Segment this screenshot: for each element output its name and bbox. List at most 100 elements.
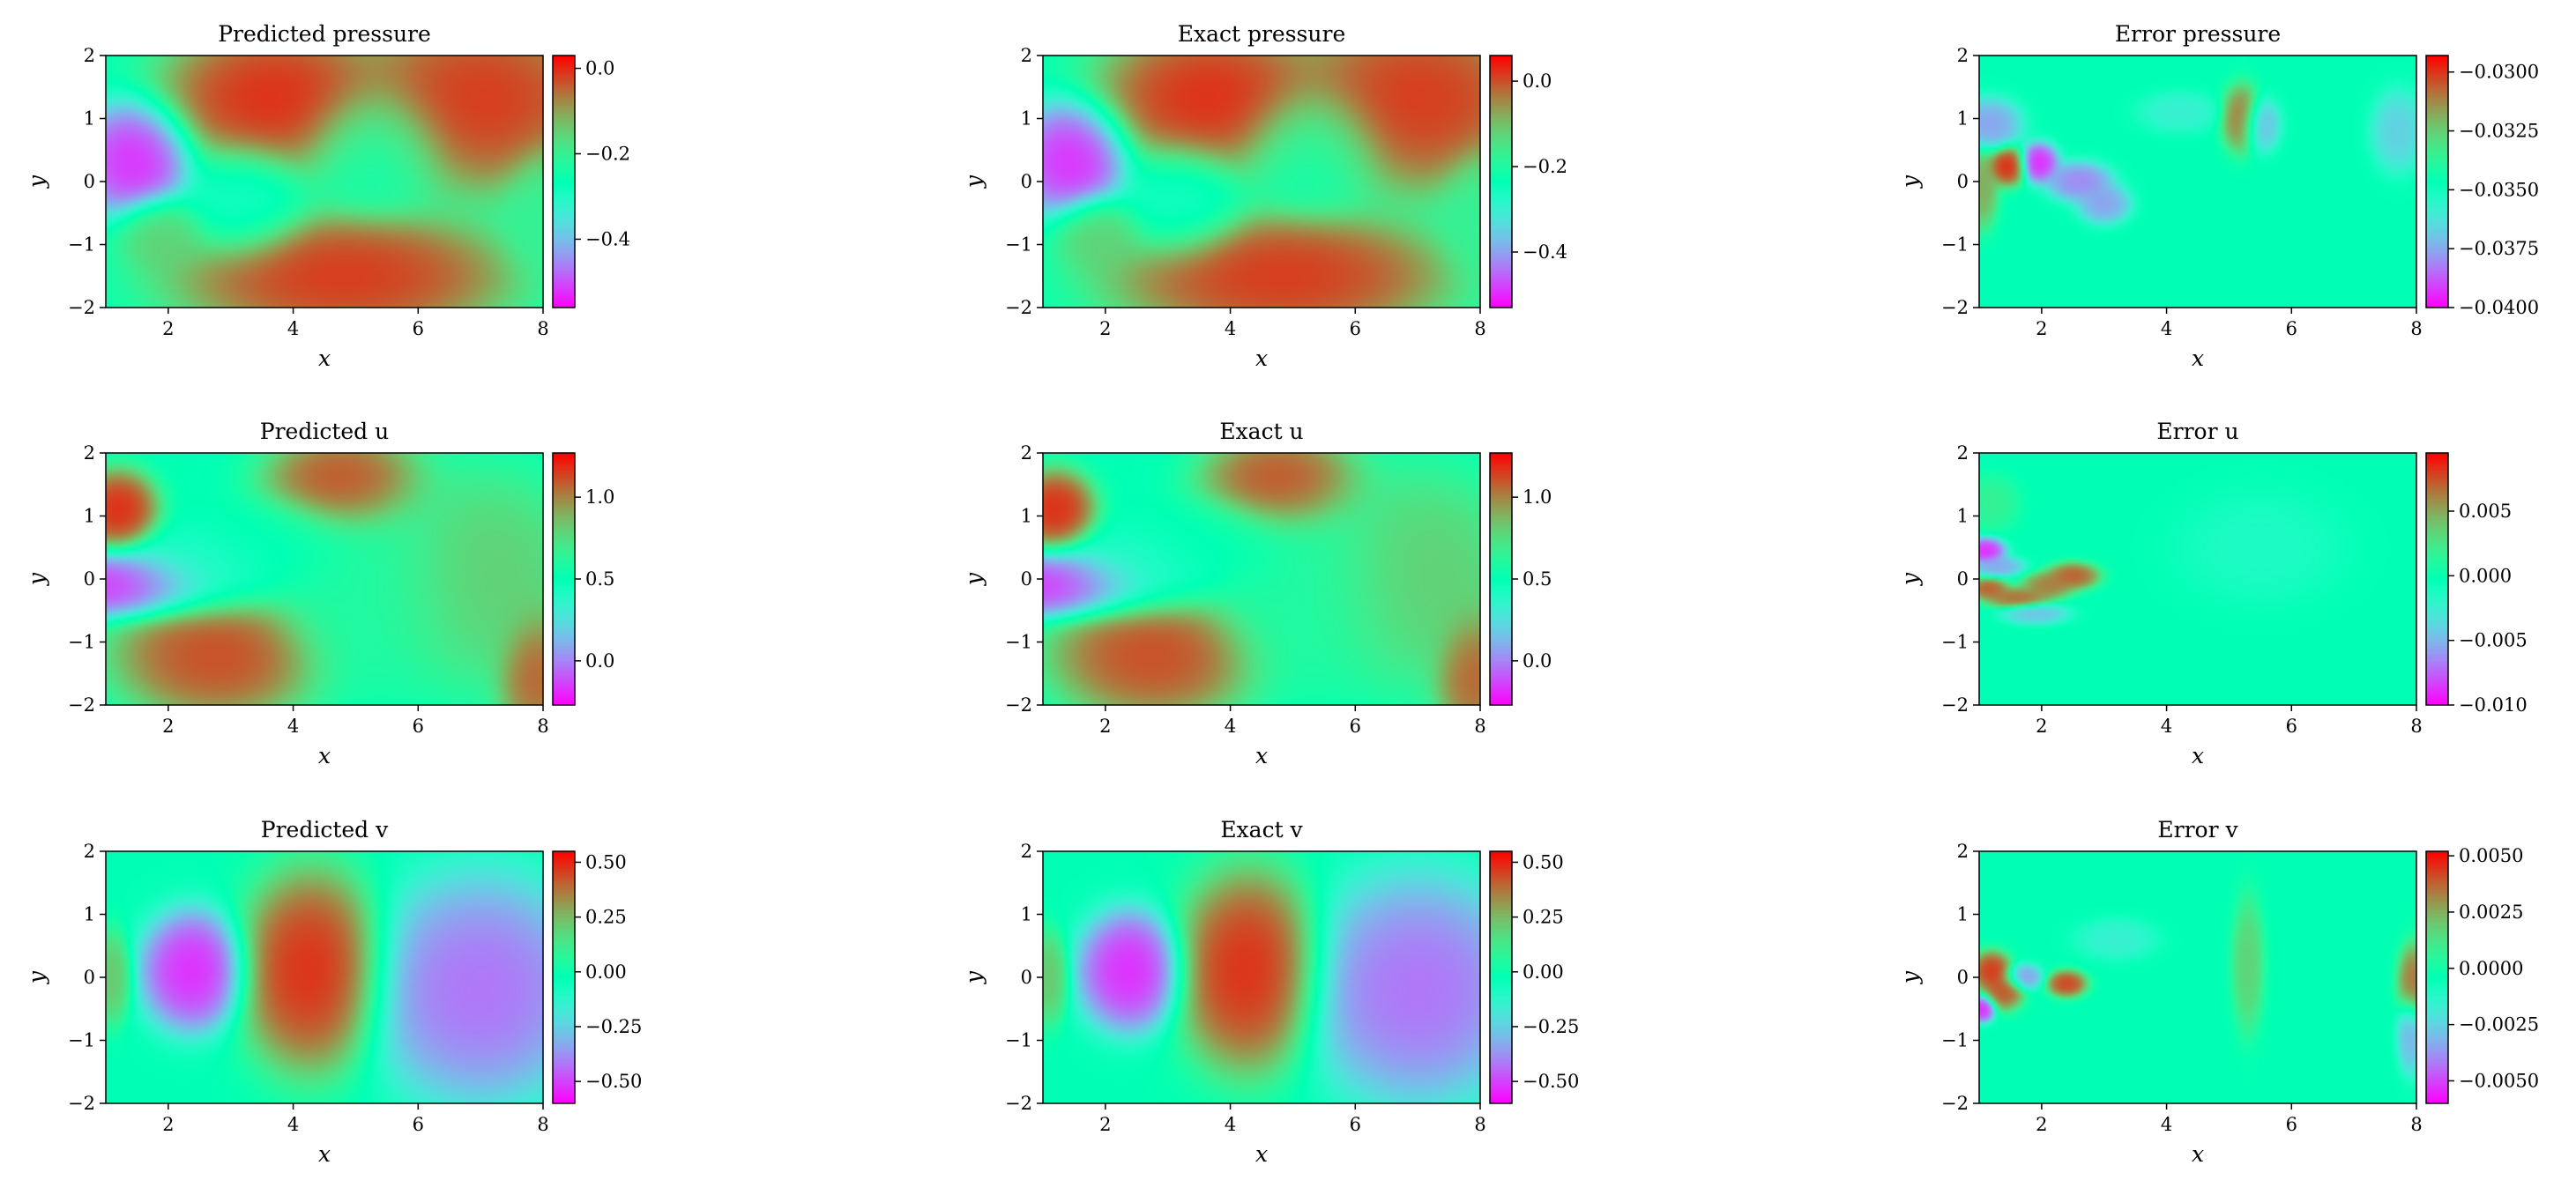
colorbar-gradient	[553, 851, 575, 1103]
x-tick-label: 8	[537, 318, 548, 339]
colorbar-tick-label: −0.50	[1523, 1071, 1579, 1092]
colorbar-tick-label: −0.010	[2459, 694, 2528, 716]
x-tick-label: 6	[413, 716, 424, 737]
x-tick-label: 4	[1225, 1114, 1236, 1135]
x-tick-label: 6	[413, 1114, 424, 1135]
subplot-title: Exact pressure	[1178, 21, 1346, 47]
x-tick-label: 6	[1350, 716, 1361, 737]
x-tick-label: 4	[2161, 318, 2172, 339]
colorbar-tick-label: −0.2	[585, 143, 630, 164]
colorbar-tick-label: 0.0	[585, 650, 614, 672]
colorbar-tick-label: 0.0050	[2459, 845, 2523, 866]
colorbar-frame	[1489, 850, 1513, 1104]
y-tick-label: −1	[68, 632, 95, 653]
x-axis-label: x	[1255, 345, 1268, 371]
x-tick-label: 2	[162, 318, 174, 339]
y-tick-label: 1	[84, 904, 95, 925]
y-axis-label: y	[24, 970, 49, 984]
colorbar-tick-label: 0.0	[1523, 71, 1552, 92]
colorbar-tick-label: −0.005	[2459, 630, 2528, 651]
subplot-8: Exact v 2 4 6 8 2 1 0 −1 −2 x y 0.50 0.25 0.00 −0.25 −0.…	[961, 817, 1579, 1167]
colorbar-tick-label: 0.50	[585, 851, 627, 872]
colorbar-tick-label: −0.0325	[2459, 121, 2539, 142]
subplot-6: Error u 2 4 6 8 2 1 0 −1 −2 x y 0.005 0.000 −0.005 −0.0…	[1897, 419, 2528, 768]
colorbar-tick-label: −0.0375	[2459, 238, 2539, 259]
y-tick-label: −2	[1005, 297, 1032, 318]
x-tick-label: 4	[1225, 716, 1236, 737]
y-tick-label: 1	[1021, 506, 1032, 527]
x-axis-label: x	[1255, 1141, 1268, 1167]
y-tick-label: 0	[84, 967, 95, 988]
colorbar-gradient	[2426, 453, 2448, 705]
y-tick-label: 0	[1957, 967, 1969, 988]
subplot-5: Exact u 2 4 6 8 2 1 0 −1 −2 x y 1.0 0.5 0.0	[961, 419, 1552, 768]
colorbar-tick-label: 0.0	[585, 58, 614, 79]
x-tick-label: 2	[1099, 318, 1111, 339]
heatmap-image	[1043, 56, 1480, 308]
y-tick-label: 2	[84, 442, 95, 464]
subplot-1: Predicted pressure 2 4 6 8 2 1 0 −1 −2 x y 0.0 −0.2 −0…	[24, 21, 630, 371]
heatmap-image	[106, 56, 543, 308]
y-tick-label: 0	[1021, 171, 1032, 192]
y-tick-label: −1	[1941, 1030, 1969, 1051]
y-tick-label: −1	[1941, 632, 1969, 653]
y-tick-label: 2	[84, 45, 95, 66]
subplot-title: Predicted u	[260, 419, 389, 444]
subplot-title: Predicted pressure	[218, 21, 431, 47]
x-tick-label: 6	[413, 318, 424, 339]
y-tick-label: 1	[1021, 904, 1032, 925]
x-tick-label: 4	[2161, 1114, 2172, 1135]
colorbar-tick-label: −0.0050	[2459, 1070, 2539, 1091]
x-tick-label: 6	[2286, 716, 2297, 737]
x-tick-label: 6	[2286, 1114, 2297, 1135]
y-tick-label: 1	[1957, 108, 1969, 130]
y-tick-label: −1	[1005, 234, 1032, 256]
x-tick-label: 8	[2410, 716, 2422, 737]
y-tick-label: −2	[68, 297, 95, 318]
heatmap-image	[1979, 851, 2416, 1103]
y-tick-label: 1	[1021, 108, 1032, 130]
colorbar-tick-label: 0.0000	[2459, 958, 2523, 979]
y-tick-label: −2	[1941, 297, 1969, 318]
x-tick-label: 8	[1474, 716, 1485, 737]
colorbar-tick-label: 0.25	[585, 907, 627, 928]
x-tick-label: 6	[1350, 318, 1361, 339]
subplot-title: Exact v	[1220, 817, 1303, 842]
colorbar-tick-label: 1.0	[1523, 486, 1552, 508]
subplot-title: Error pressure	[2115, 21, 2281, 47]
colorbar-tick-label: 0.005	[2459, 501, 2512, 522]
x-tick-label: 4	[1225, 318, 1236, 339]
y-tick-label: 2	[1957, 442, 1969, 464]
colorbar-frame	[2425, 850, 2449, 1104]
y-tick-label: 1	[84, 108, 95, 130]
x-tick-label: 2	[2036, 1114, 2047, 1135]
heatmap-image	[1979, 453, 2416, 705]
colorbar-tick-label: 0.000	[2459, 565, 2512, 586]
colorbar-tick-label: −0.25	[1523, 1016, 1579, 1037]
y-tick-label: 0	[1957, 171, 1969, 192]
y-axis-label: y	[24, 174, 49, 189]
x-axis-label: x	[2192, 743, 2204, 768]
y-tick-label: −2	[1005, 694, 1032, 716]
y-axis-label: y	[1897, 572, 1923, 586]
colorbar-gradient	[2426, 851, 2448, 1103]
colorbar-gradient	[553, 453, 575, 705]
colorbar-tick-label: −0.0350	[2459, 179, 2539, 200]
colorbar-frame	[552, 850, 576, 1104]
x-tick-label: 8	[1474, 1114, 1485, 1135]
x-tick-label: 8	[1474, 318, 1485, 339]
y-tick-label: 1	[1957, 904, 1969, 925]
y-tick-label: 2	[1021, 442, 1032, 464]
y-tick-label: −1	[1005, 632, 1032, 653]
subplot-title: Exact u	[1219, 419, 1303, 444]
x-tick-label: 8	[2410, 318, 2422, 339]
colorbar-tick-label: −0.4	[585, 228, 630, 249]
x-axis-label: x	[318, 743, 331, 768]
colorbar-gradient	[553, 56, 575, 308]
colorbar-tick-label: 0.5	[1523, 568, 1552, 590]
x-tick-label: 4	[2161, 716, 2172, 737]
subplot-title: Error v	[2157, 817, 2238, 842]
colorbar-frame	[2425, 452, 2449, 706]
x-tick-label: 2	[1099, 1114, 1111, 1135]
